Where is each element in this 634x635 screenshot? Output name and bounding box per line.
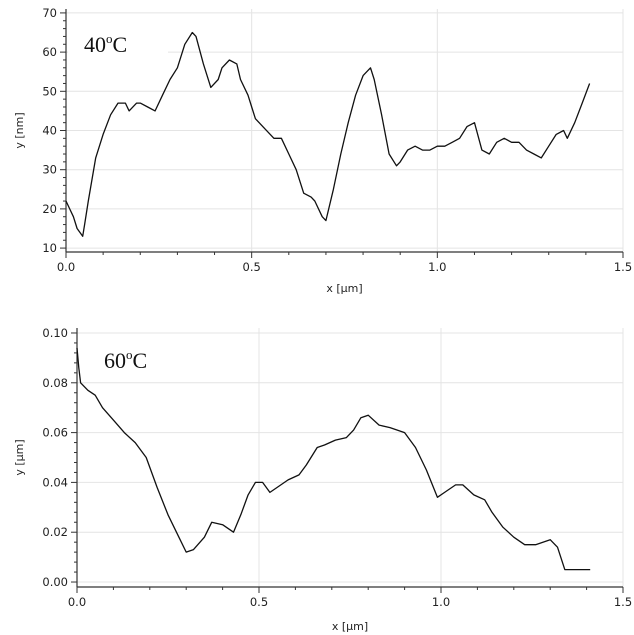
- x-tick-label: 1.5: [614, 595, 632, 609]
- x-tick-label: 0.0: [68, 595, 86, 609]
- y-tick-label: 0.06: [42, 426, 68, 440]
- profile-line: [65, 31, 591, 237]
- y-axis-label: y [nm]: [13, 112, 26, 148]
- y-tick-label: 0.04: [42, 475, 68, 489]
- x-tick-label: 1.5: [614, 260, 632, 274]
- chart-1: 0.0 0.5 1.0 1.5 10 20 30 40 50 60 70 x [µm] y [nm] 40…: [13, 6, 632, 295]
- temperature-annotation: 40oC: [84, 31, 127, 57]
- y-tick-label: 0.10: [42, 326, 68, 340]
- y-tick-label: 60: [42, 45, 57, 59]
- y-axis-label: y [µm]: [13, 439, 26, 475]
- x-tick-label: 0.5: [243, 260, 261, 274]
- x-tick-label: 1.0: [432, 595, 450, 609]
- y-tick-label: 50: [42, 84, 57, 98]
- temperature-annotation: 60oC: [104, 347, 147, 373]
- x-tick-label: 0.5: [250, 595, 268, 609]
- profile-line: [76, 347, 591, 571]
- y-tick-label: 0.00: [42, 575, 68, 589]
- annotation-background: [68, 27, 168, 69]
- chart-2: 0.0 0.5 1.0 1.5 0.00 0.02 0.04 0.06 0.08 0.10 x [µ…: [13, 326, 632, 633]
- x-tick-label: 1.0: [428, 260, 446, 274]
- y-tick-label: 10: [42, 241, 57, 255]
- annotation-background: [80, 344, 175, 380]
- x-axis-label: x [µm]: [332, 620, 368, 633]
- y-tick-label: 20: [42, 202, 57, 216]
- x-tick-label: 0.0: [57, 260, 75, 274]
- y-tick-label: 0.08: [42, 376, 68, 390]
- x-axis-label: x [µm]: [326, 282, 362, 295]
- y-tick-label: 0.02: [42, 525, 68, 539]
- y-tick-label: 40: [42, 124, 57, 138]
- y-tick-label: 70: [42, 6, 57, 20]
- y-tick-label: 30: [42, 163, 57, 177]
